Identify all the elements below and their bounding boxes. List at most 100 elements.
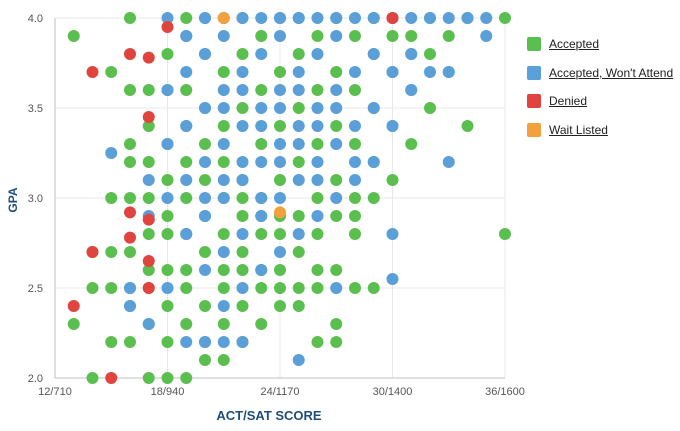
point-denied [142,255,155,267]
point-accepted [124,84,136,96]
point-accepted [442,30,455,42]
point-accepted-won-t-attend [180,30,193,42]
tick-labels: 12/710 18/940 24/1170 30/1400 36/1600 2.0 2.5 3… [28,13,525,398]
point-accepted [311,138,324,150]
point-accepted-won-t-attend [199,336,211,348]
point-accepted-won-t-attend [217,300,230,312]
point-accepted-won-t-attend [255,120,268,132]
point-accepted [86,282,99,294]
point-accepted-won-t-attend [386,120,399,132]
legend-item-denied[interactable]: Denied [527,87,673,116]
point-accepted-won-t-attend [386,66,399,78]
legend-item-wait-listed[interactable]: Wait Listed [527,116,673,145]
point-accepted-won-t-attend [217,336,230,348]
point-denied [142,111,155,123]
y-tick-label: 4.0 [28,13,43,25]
point-accepted-won-t-attend [236,66,249,78]
point-accepted-won-t-attend [349,156,361,168]
point-accepted [180,192,193,204]
point-accepted [292,102,305,114]
point-denied [124,206,136,219]
point-accepted [292,246,305,258]
point-accepted-won-t-attend [405,48,418,60]
point-accepted [292,300,305,312]
point-accepted-won-t-attend [386,273,399,285]
point-accepted [124,12,136,24]
point-accepted [217,264,230,276]
point-accepted [349,210,361,222]
legend-label: Accepted [549,37,600,52]
point-accepted-won-t-attend [180,120,193,132]
point-accepted-won-t-attend [292,354,305,366]
y-tick-label: 2.5 [28,283,43,295]
point-denied [86,246,99,258]
point-accepted-won-t-attend [161,12,174,24]
point-accepted [405,138,418,150]
point-accepted-won-t-attend [442,12,455,24]
data-points [67,12,511,384]
point-accepted [311,30,324,42]
point-accepted [236,300,249,312]
point-accepted-won-t-attend [180,66,193,78]
point-accepted-won-t-attend [236,228,249,240]
point-denied [386,12,399,24]
point-accepted [86,372,99,384]
point-accepted [180,264,193,276]
point-accepted-won-t-attend [274,156,286,168]
point-accepted-won-t-attend [292,174,305,186]
point-accepted-won-t-attend [311,48,324,60]
point-accepted-won-t-attend [199,156,211,168]
point-accepted [217,354,230,366]
legend-item-accepted[interactable]: Accepted [527,30,673,59]
point-accepted-won-t-attend [424,66,436,78]
point-accepted [367,282,380,294]
point-accepted [105,246,118,258]
point-accepted-won-t-attend [292,12,305,24]
point-accepted-won-t-attend [142,318,155,330]
point-denied [124,231,136,244]
point-accepted-won-t-attend [161,192,174,204]
point-accepted [161,264,174,276]
point-accepted-won-t-attend [217,138,230,150]
point-accepted-won-t-attend [480,30,493,42]
point-accepted-won-t-attend [236,336,249,348]
point-accepted-won-t-attend [105,147,118,159]
point-denied [105,372,118,384]
point-accepted [142,372,155,384]
point-denied [161,21,174,33]
point-accepted [142,84,155,96]
point-accepted [180,156,193,168]
point-accepted-won-t-attend [367,12,380,24]
point-accepted-won-t-attend [274,138,286,150]
point-accepted-won-t-attend [292,84,305,96]
point-accepted [274,264,286,276]
point-accepted-won-t-attend [311,120,324,132]
point-accepted [311,264,324,276]
point-accepted [180,12,193,24]
point-accepted-won-t-attend [217,84,230,96]
point-accepted-won-t-attend [274,102,286,114]
point-accepted [274,300,286,312]
point-accepted-won-t-attend [349,174,361,186]
point-accepted-won-t-attend [292,66,305,78]
point-accepted [330,174,343,186]
point-accepted-won-t-attend [292,138,305,150]
point-denied [142,282,155,294]
point-accepted [292,48,305,60]
point-accepted [311,336,324,348]
legend-label: Denied [549,94,588,109]
point-accepted-won-t-attend [161,138,174,150]
point-denied [142,213,155,226]
point-accepted-won-t-attend [217,192,230,204]
point-accepted [105,192,118,204]
point-accepted-won-t-attend [367,102,380,114]
point-accepted-won-t-attend [124,300,136,312]
y-tick-label: 2.0 [28,373,43,385]
point-accepted [199,354,211,366]
point-accepted [161,372,174,384]
point-accepted-won-t-attend [199,12,211,24]
y-tick-label: 3.0 [28,193,43,205]
legend-item-accepted-wont-attend[interactable]: Accepted, Won't Attend [527,59,673,88]
point-accepted [405,30,418,42]
point-accepted-won-t-attend [349,66,361,78]
